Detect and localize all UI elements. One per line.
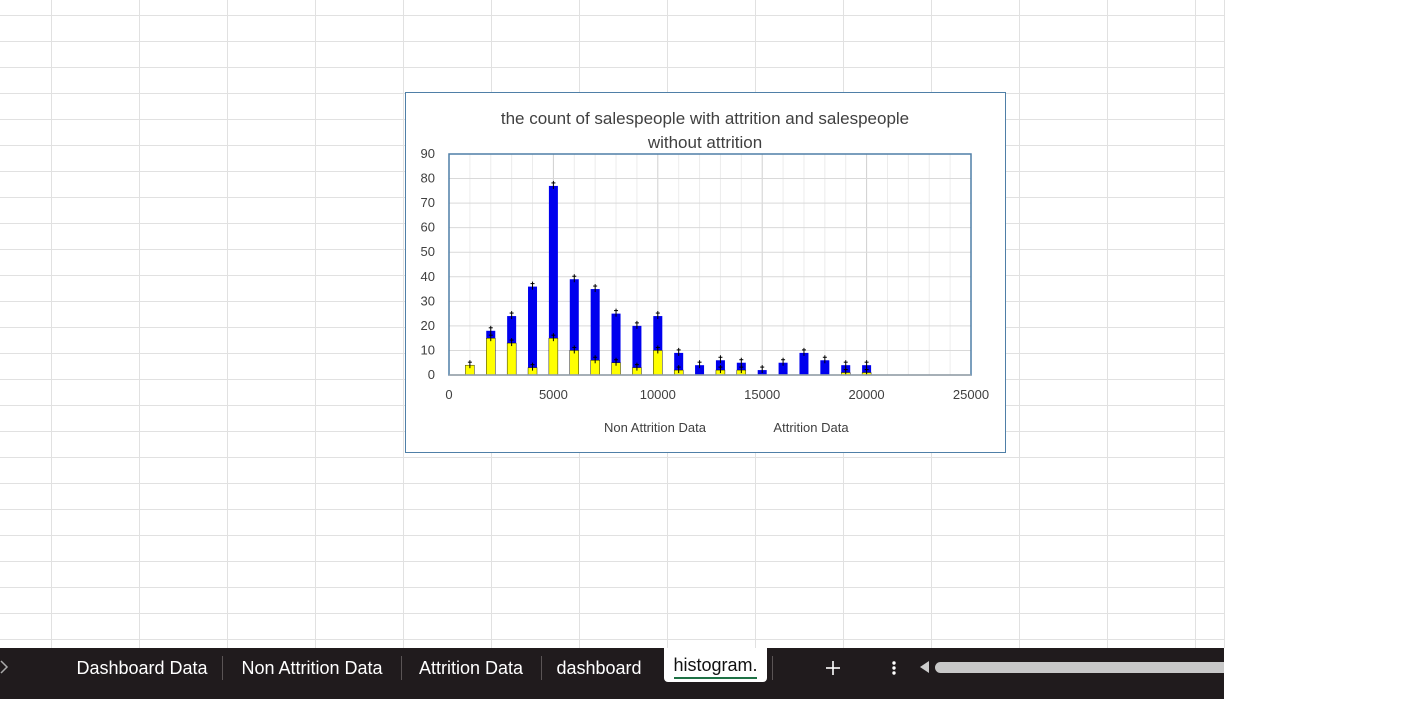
legend-entry: Attrition Data	[773, 420, 849, 435]
tab-dashboard[interactable]: dashboard	[546, 648, 652, 686]
chart-title: without attrition	[647, 133, 762, 152]
tab-histogram[interactable]: histogram.	[664, 648, 767, 682]
x-tick-label: 5000	[539, 387, 568, 402]
plus-icon[interactable]	[823, 658, 843, 678]
x-tick-label: 0	[445, 387, 452, 402]
x-tick-label: 20000	[849, 387, 885, 402]
bar-non-attrition	[799, 352, 809, 375]
bar-attrition	[486, 337, 496, 376]
y-tick-label: 70	[421, 195, 435, 210]
legend-entry: Non Attrition Data	[604, 420, 707, 435]
bar-non-attrition	[820, 360, 830, 375]
tab-label: Attrition Data	[418, 658, 524, 678]
tab-label: dashboard	[556, 658, 642, 678]
x-tick-label: 15000	[744, 387, 780, 402]
bar-non-attrition	[611, 313, 621, 375]
y-tick-label: 80	[421, 171, 435, 186]
bar-attrition	[653, 350, 663, 376]
tab-attrition-data[interactable]: Attrition Data	[406, 648, 536, 686]
x-tick-label: 10000	[640, 387, 676, 402]
x-tick-label: 25000	[953, 387, 989, 402]
y-tick-label: 20	[421, 318, 435, 333]
y-tick-label: 10	[421, 342, 435, 357]
bar-non-attrition	[569, 279, 579, 375]
tab-non-attrition-data[interactable]: Non Attrition Data	[228, 648, 396, 686]
plot-area-border	[448, 153, 972, 376]
bar-attrition	[569, 350, 579, 376]
tab-dashboard-data[interactable]: Dashboard Data	[66, 648, 218, 686]
bar-non-attrition	[674, 352, 684, 375]
spreadsheet-grid[interactable]: the count of salespeople with attrition …	[0, 0, 1225, 648]
y-tick-label: 0	[428, 367, 435, 382]
chart-canvas: the count of salespeople with attrition …	[421, 109, 990, 435]
tab-separator	[541, 656, 542, 680]
status-bar	[0, 686, 1224, 699]
y-tick-label: 90	[421, 146, 435, 161]
bar-attrition	[548, 337, 559, 376]
bar-non-attrition	[778, 362, 788, 375]
histogram-chart[interactable]: the count of salespeople with attrition …	[405, 92, 1006, 453]
tab-label: Non Attrition Data	[241, 658, 383, 678]
sheet-tab-bar: Dashboard Data Non Attrition Data Attrit…	[0, 648, 1224, 686]
horizontal-scrollbar-thumb[interactable]	[935, 662, 1224, 673]
bar-non-attrition	[548, 185, 558, 375]
tab-separator	[401, 656, 402, 680]
chevron-right-icon[interactable]	[0, 658, 10, 676]
bar-attrition	[506, 342, 517, 376]
bar-non-attrition	[590, 289, 600, 375]
y-tick-label: 30	[421, 293, 435, 308]
y-tick-label: 40	[421, 269, 435, 284]
scroll-left-icon[interactable]	[917, 660, 931, 674]
tab-separator	[222, 656, 223, 680]
y-tick-label: 60	[421, 220, 435, 235]
active-tab-underline	[674, 677, 757, 679]
bar-non-attrition	[695, 365, 705, 375]
y-tick-label: 50	[421, 244, 435, 259]
tab-label: Dashboard Data	[76, 658, 208, 678]
more-vertical-icon[interactable]	[888, 658, 900, 678]
bar-non-attrition	[632, 325, 642, 375]
tab-separator	[772, 656, 773, 680]
tab-label: histogram.	[673, 655, 758, 675]
chart-title: the count of salespeople with attrition …	[501, 109, 909, 128]
bar-non-attrition	[528, 286, 538, 375]
